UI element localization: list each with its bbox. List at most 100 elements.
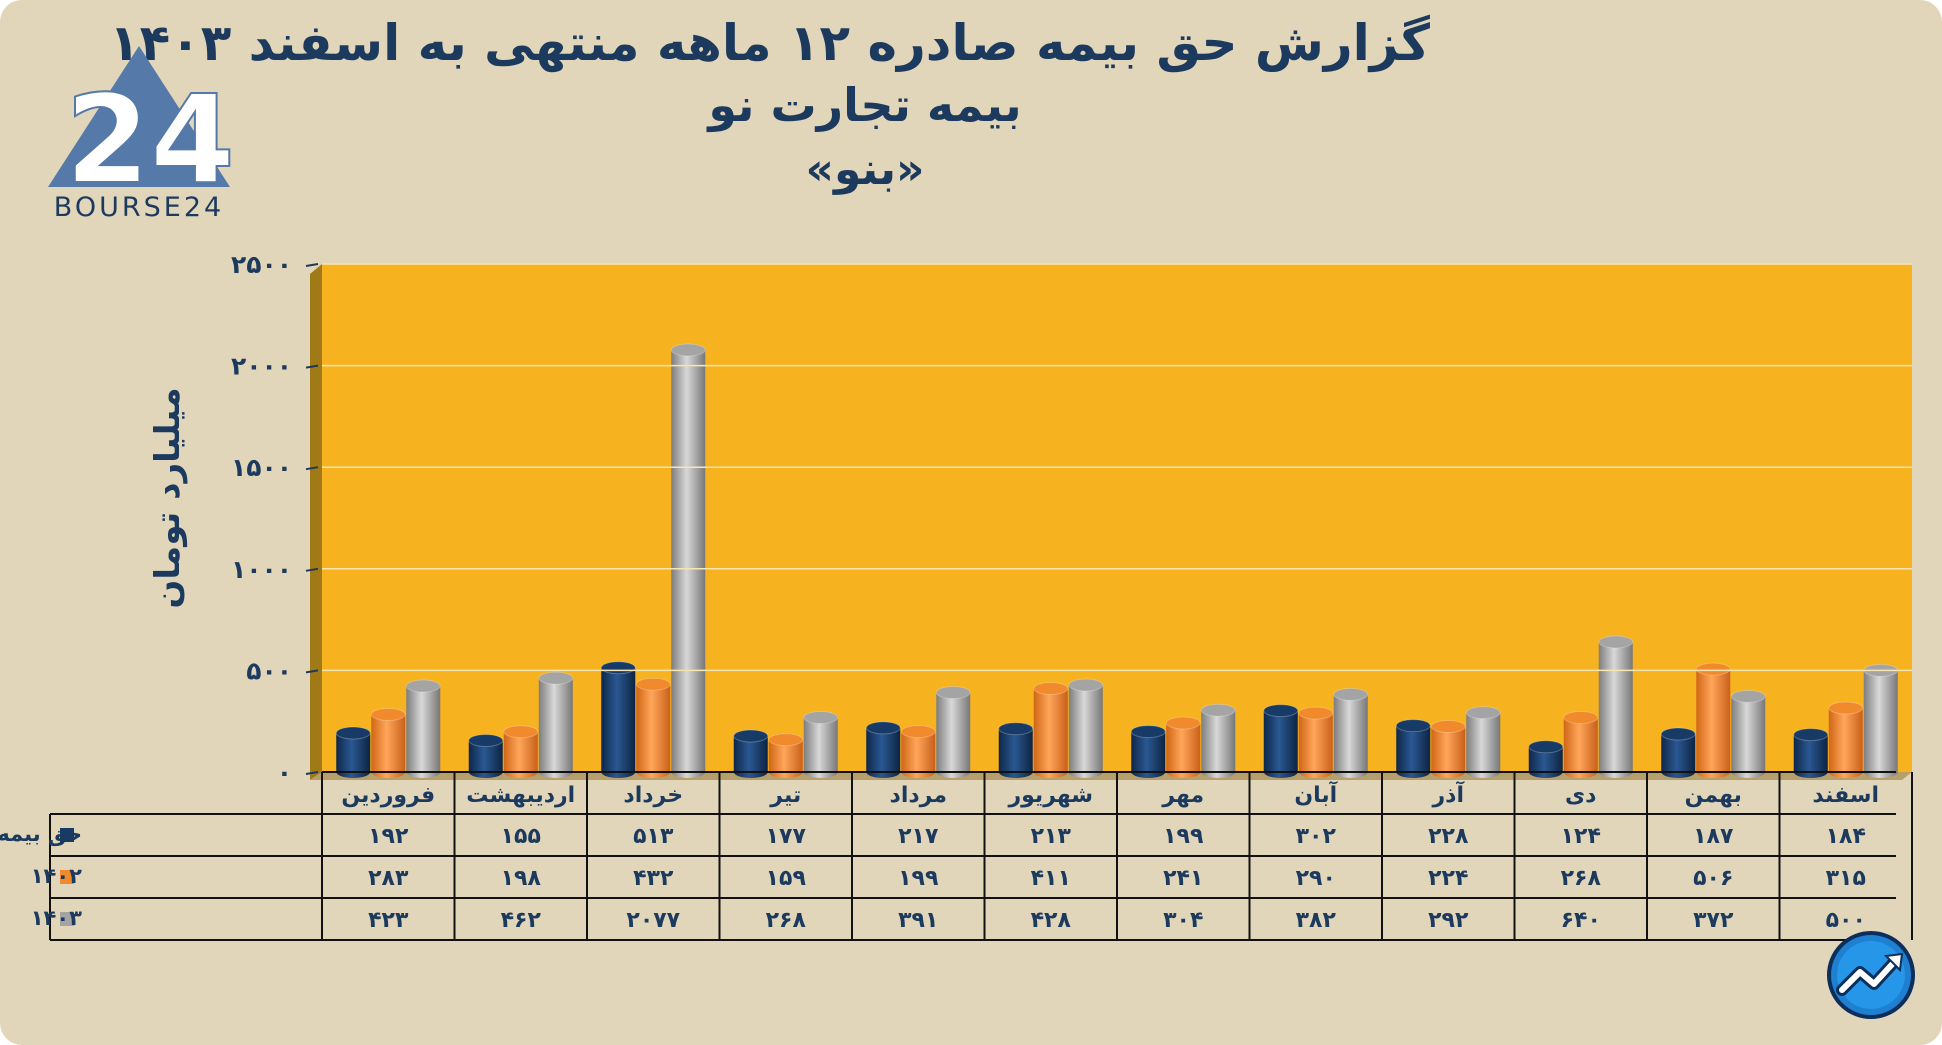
x-category-label: خرداد xyxy=(623,783,683,808)
trend-arrow-badge-icon xyxy=(1827,931,1915,1019)
y-tick-mark xyxy=(305,771,319,775)
bar-body xyxy=(503,731,538,772)
bar-body xyxy=(636,684,671,772)
bar-series1-5 xyxy=(998,722,1034,778)
bar-body xyxy=(1333,694,1368,772)
legend-label-series2: ۱۴۰۲ xyxy=(31,864,82,888)
bar-body xyxy=(1201,710,1236,772)
bar-series1-2 xyxy=(600,661,636,778)
data-label-series3: ۴۲۸ xyxy=(1031,908,1072,933)
plot-floor xyxy=(310,772,1912,780)
data-label-series3: ۴۶۲ xyxy=(501,908,542,933)
bar-body xyxy=(901,731,936,772)
bar-series2-8 xyxy=(1430,719,1466,778)
bar-series2-4 xyxy=(900,725,936,778)
y-tick-label: ۰ xyxy=(277,758,292,787)
bar-body xyxy=(1131,731,1166,772)
x-category-label: اردیبهشت xyxy=(466,783,575,808)
plot-left-wall xyxy=(310,264,322,780)
y-tick-label: ۱۵۰۰ xyxy=(231,453,292,482)
bar-top xyxy=(405,679,441,693)
bar-top xyxy=(1200,703,1236,717)
bar-top xyxy=(1598,635,1634,649)
bar-top xyxy=(900,725,936,739)
bar-body xyxy=(1696,669,1731,772)
bar-body xyxy=(1661,734,1696,772)
bar-top xyxy=(1395,719,1431,733)
data-label-series1: ۲۱۳ xyxy=(1031,824,1072,849)
bar-body xyxy=(1563,717,1598,772)
data-label-series2: ۳۱۵ xyxy=(1826,866,1866,891)
data-label-series3: ۲۶۸ xyxy=(766,908,807,933)
bar-body xyxy=(1731,696,1766,772)
brand-wordmark: BOURSE24 xyxy=(53,192,225,223)
bar-series3-2 xyxy=(670,343,706,778)
bar-top xyxy=(335,726,371,740)
bar-top xyxy=(1730,689,1766,703)
y-tick-label: ۵۰۰ xyxy=(246,656,292,685)
bar-series1-3 xyxy=(733,729,769,778)
y-tick-mark xyxy=(305,263,319,267)
data-label-series3: ۳۰۴ xyxy=(1163,908,1203,933)
bar-body xyxy=(1466,712,1501,772)
data-label-series3: ۲۰۷۷ xyxy=(626,908,680,933)
bar-series1-6 xyxy=(1130,725,1166,778)
bar-top xyxy=(1068,678,1104,692)
x-category-label: مهر xyxy=(1161,783,1204,808)
data-label-series2: ۲۴۱ xyxy=(1163,866,1203,891)
bar-series3-6 xyxy=(1200,703,1236,778)
y-tick-label: ۲۵۰۰ xyxy=(231,250,292,279)
y-tick-mark xyxy=(305,466,319,471)
data-label-series1: ۱۲۴ xyxy=(1561,824,1601,849)
bar-series3-5 xyxy=(1068,678,1104,778)
bar-body xyxy=(1166,723,1201,772)
data-label-series3: ۳۷۲ xyxy=(1693,908,1734,933)
bourse24-logo: 24 xyxy=(48,46,234,212)
bar-top xyxy=(1165,716,1201,730)
bar-series2-0 xyxy=(370,707,406,778)
data-label-series1: ۱۵۵ xyxy=(501,824,541,849)
company-ticker: «بنو» xyxy=(805,144,925,195)
bar-series1-10 xyxy=(1660,727,1696,778)
x-category-label: آبان xyxy=(1294,780,1337,808)
bar-series2-9 xyxy=(1563,711,1599,778)
bar-body xyxy=(1431,726,1466,772)
data-label-series2: ۲۹۰ xyxy=(1296,866,1336,891)
bar-top xyxy=(600,661,636,675)
bar-body xyxy=(1828,707,1863,772)
bar-top xyxy=(1793,728,1829,742)
data-label-series1: ۱۸۴ xyxy=(1826,824,1866,849)
x-category-label: بهمن xyxy=(1685,783,1742,808)
bar-top xyxy=(370,707,406,721)
chart-subtitle: بیمه تجارت نو xyxy=(708,78,1022,132)
bar-body xyxy=(406,686,441,772)
bar-series2-11 xyxy=(1828,701,1864,778)
chart-title: گزارش حق بیمه صادره ۱۲ ماهه منتهی به اسف… xyxy=(109,14,1430,72)
bar-body xyxy=(1298,713,1333,772)
y-tick-label: ۱۰۰۰ xyxy=(231,555,292,584)
bar-top xyxy=(1828,701,1864,715)
data-table: فروردین اردیبهشت خرداد تیر مرداد شهریور مهر آبا… xyxy=(0,771,1913,941)
plot-background xyxy=(322,264,1912,772)
bar-body xyxy=(336,732,371,772)
bar-top xyxy=(1333,687,1369,701)
x-category-label: تیر xyxy=(769,783,801,808)
bar-top xyxy=(935,686,971,700)
logo-numeral: 24 xyxy=(65,69,234,211)
data-label-series3: ۳۸۲ xyxy=(1296,908,1337,933)
bar-body xyxy=(936,692,971,772)
bar-series1-11 xyxy=(1793,728,1829,778)
legend-swatch-series1 xyxy=(60,828,74,842)
bar-top xyxy=(1528,740,1564,754)
bar-top xyxy=(733,729,769,743)
bar-top xyxy=(468,734,504,748)
bar-series2-2 xyxy=(635,677,671,778)
data-label-series1: ۱۹۹ xyxy=(1163,824,1203,849)
data-label-series2: ۲۸۳ xyxy=(368,866,409,891)
bar-series3-11 xyxy=(1863,663,1899,778)
bar-top xyxy=(1695,662,1731,676)
data-label-series2: ۲۶۸ xyxy=(1561,866,1602,891)
legend-label-series3: ۱۴۰۳ xyxy=(31,906,82,930)
data-label-series2: ۴۳۲ xyxy=(633,866,674,891)
x-category-label: آذر xyxy=(1432,780,1465,808)
